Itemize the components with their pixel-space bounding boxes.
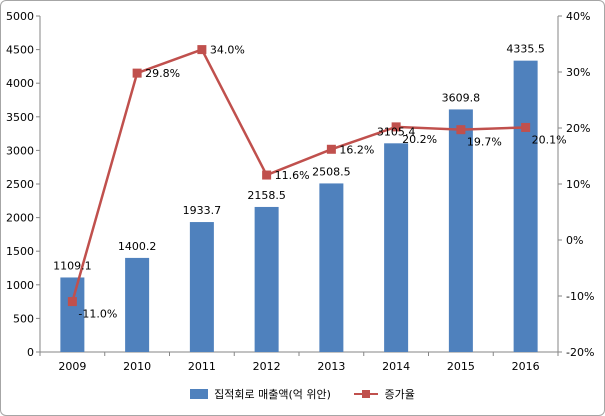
growth-point [391,122,401,132]
left-tick-label: 0 [27,346,34,359]
left-tick-label: 5000 [6,10,34,23]
x-tick-label: 2009 [58,360,86,373]
growth-value-label: 20.2% [402,133,437,146]
bar [125,257,150,352]
x-tick-label: 2011 [188,360,216,373]
bar-series [60,60,538,353]
x-tick-label: 2016 [512,360,540,373]
line-series [67,45,531,307]
growth-value-label: 29.8% [145,67,180,80]
left-tick-label: 2500 [6,178,34,191]
line-data-labels: -11.0% 29.8% 34.0% 11.6% 16.2% 20.2% 19.7% 20.1… [78,44,566,321]
bar [189,222,214,352]
bar-value-label: 3105.4 [377,125,416,138]
left-tick-label: 1500 [6,245,34,258]
x-tick-label: 2013 [317,360,345,373]
x-tick-label: 2014 [382,360,410,373]
right-tick-label: 20% [566,122,590,135]
bar-value-label: 3609.8 [442,91,481,104]
growth-value-label: 20.1% [532,133,567,146]
growth-value-label: 16.2% [339,143,374,156]
bar [384,143,409,352]
right-tick-label: 40% [566,10,590,23]
growth-line [71,48,526,302]
left-tick-label: 3500 [6,111,34,124]
growth-point [326,144,336,154]
growth-point [132,68,142,78]
right-tick-label: 30% [566,66,590,79]
x-tick-label: 2010 [123,360,151,373]
right-tick-label: -10% [566,290,594,303]
legend-item-bar: 집적회로 매출액(억 위안) [190,386,331,402]
left-tick-label: 3000 [6,144,34,157]
bar-value-label: 1933.7 [183,204,222,217]
left-tick-label: 4500 [6,44,34,57]
legend-bar-label: 집적회로 매출액(억 위안) [214,388,331,401]
right-axis-ticks: -20% -10% 0% 10% 20% 30% 40% [558,10,594,359]
bar-data-labels: 1109.1 1400.2 1933.7 2158.5 2508.5 3105.4 3609… [53,43,545,273]
bar-value-label: 1109.1 [53,259,92,272]
right-tick-label: 0% [566,234,583,247]
bar [60,277,85,352]
axes [39,16,559,353]
bar-value-label: 1400.2 [118,240,157,253]
bar [513,60,538,353]
x-axis-ticks: 2009 2010 2011 2012 2013 2014 2015 2016 [39,352,559,373]
growth-point [67,297,77,307]
legend-item-line: 증가율 [354,386,415,402]
bar-value-label: 2158.5 [247,189,286,202]
bar [319,183,344,352]
bar-value-label: 2508.5 [312,165,351,178]
legend-bar-swatch [190,389,209,399]
right-tick-label: -20% [566,346,594,359]
growth-point [197,45,207,55]
growth-value-label: 19.7% [467,136,502,149]
growth-point [456,125,466,135]
growth-value-label: -11.0% [78,308,117,321]
x-tick-label: 2012 [253,360,281,373]
growth-point [521,122,531,132]
left-tick-label: 1000 [6,279,34,292]
left-tick-label: 500 [13,312,34,325]
growth-point [262,170,272,180]
growth-value-label: 34.0% [210,44,245,57]
legend: 집적회로 매출액(억 위안) 증가율 [0,386,605,402]
legend-line-label: 증가율 [384,388,415,401]
left-tick-label: 4000 [6,77,34,90]
left-axis-ticks: 0 500 1000 1500 2000 2500 3000 3500 4000 4500 5000 [6,10,40,359]
bar [254,206,279,352]
left-tick-label: 2000 [6,212,34,225]
bar [448,109,473,352]
growth-value-label: 11.6% [275,169,310,182]
right-tick-label: 10% [566,178,590,191]
legend-line-swatch [354,389,379,399]
bar-value-label: 4335.5 [506,43,545,56]
x-tick-label: 2015 [447,360,475,373]
